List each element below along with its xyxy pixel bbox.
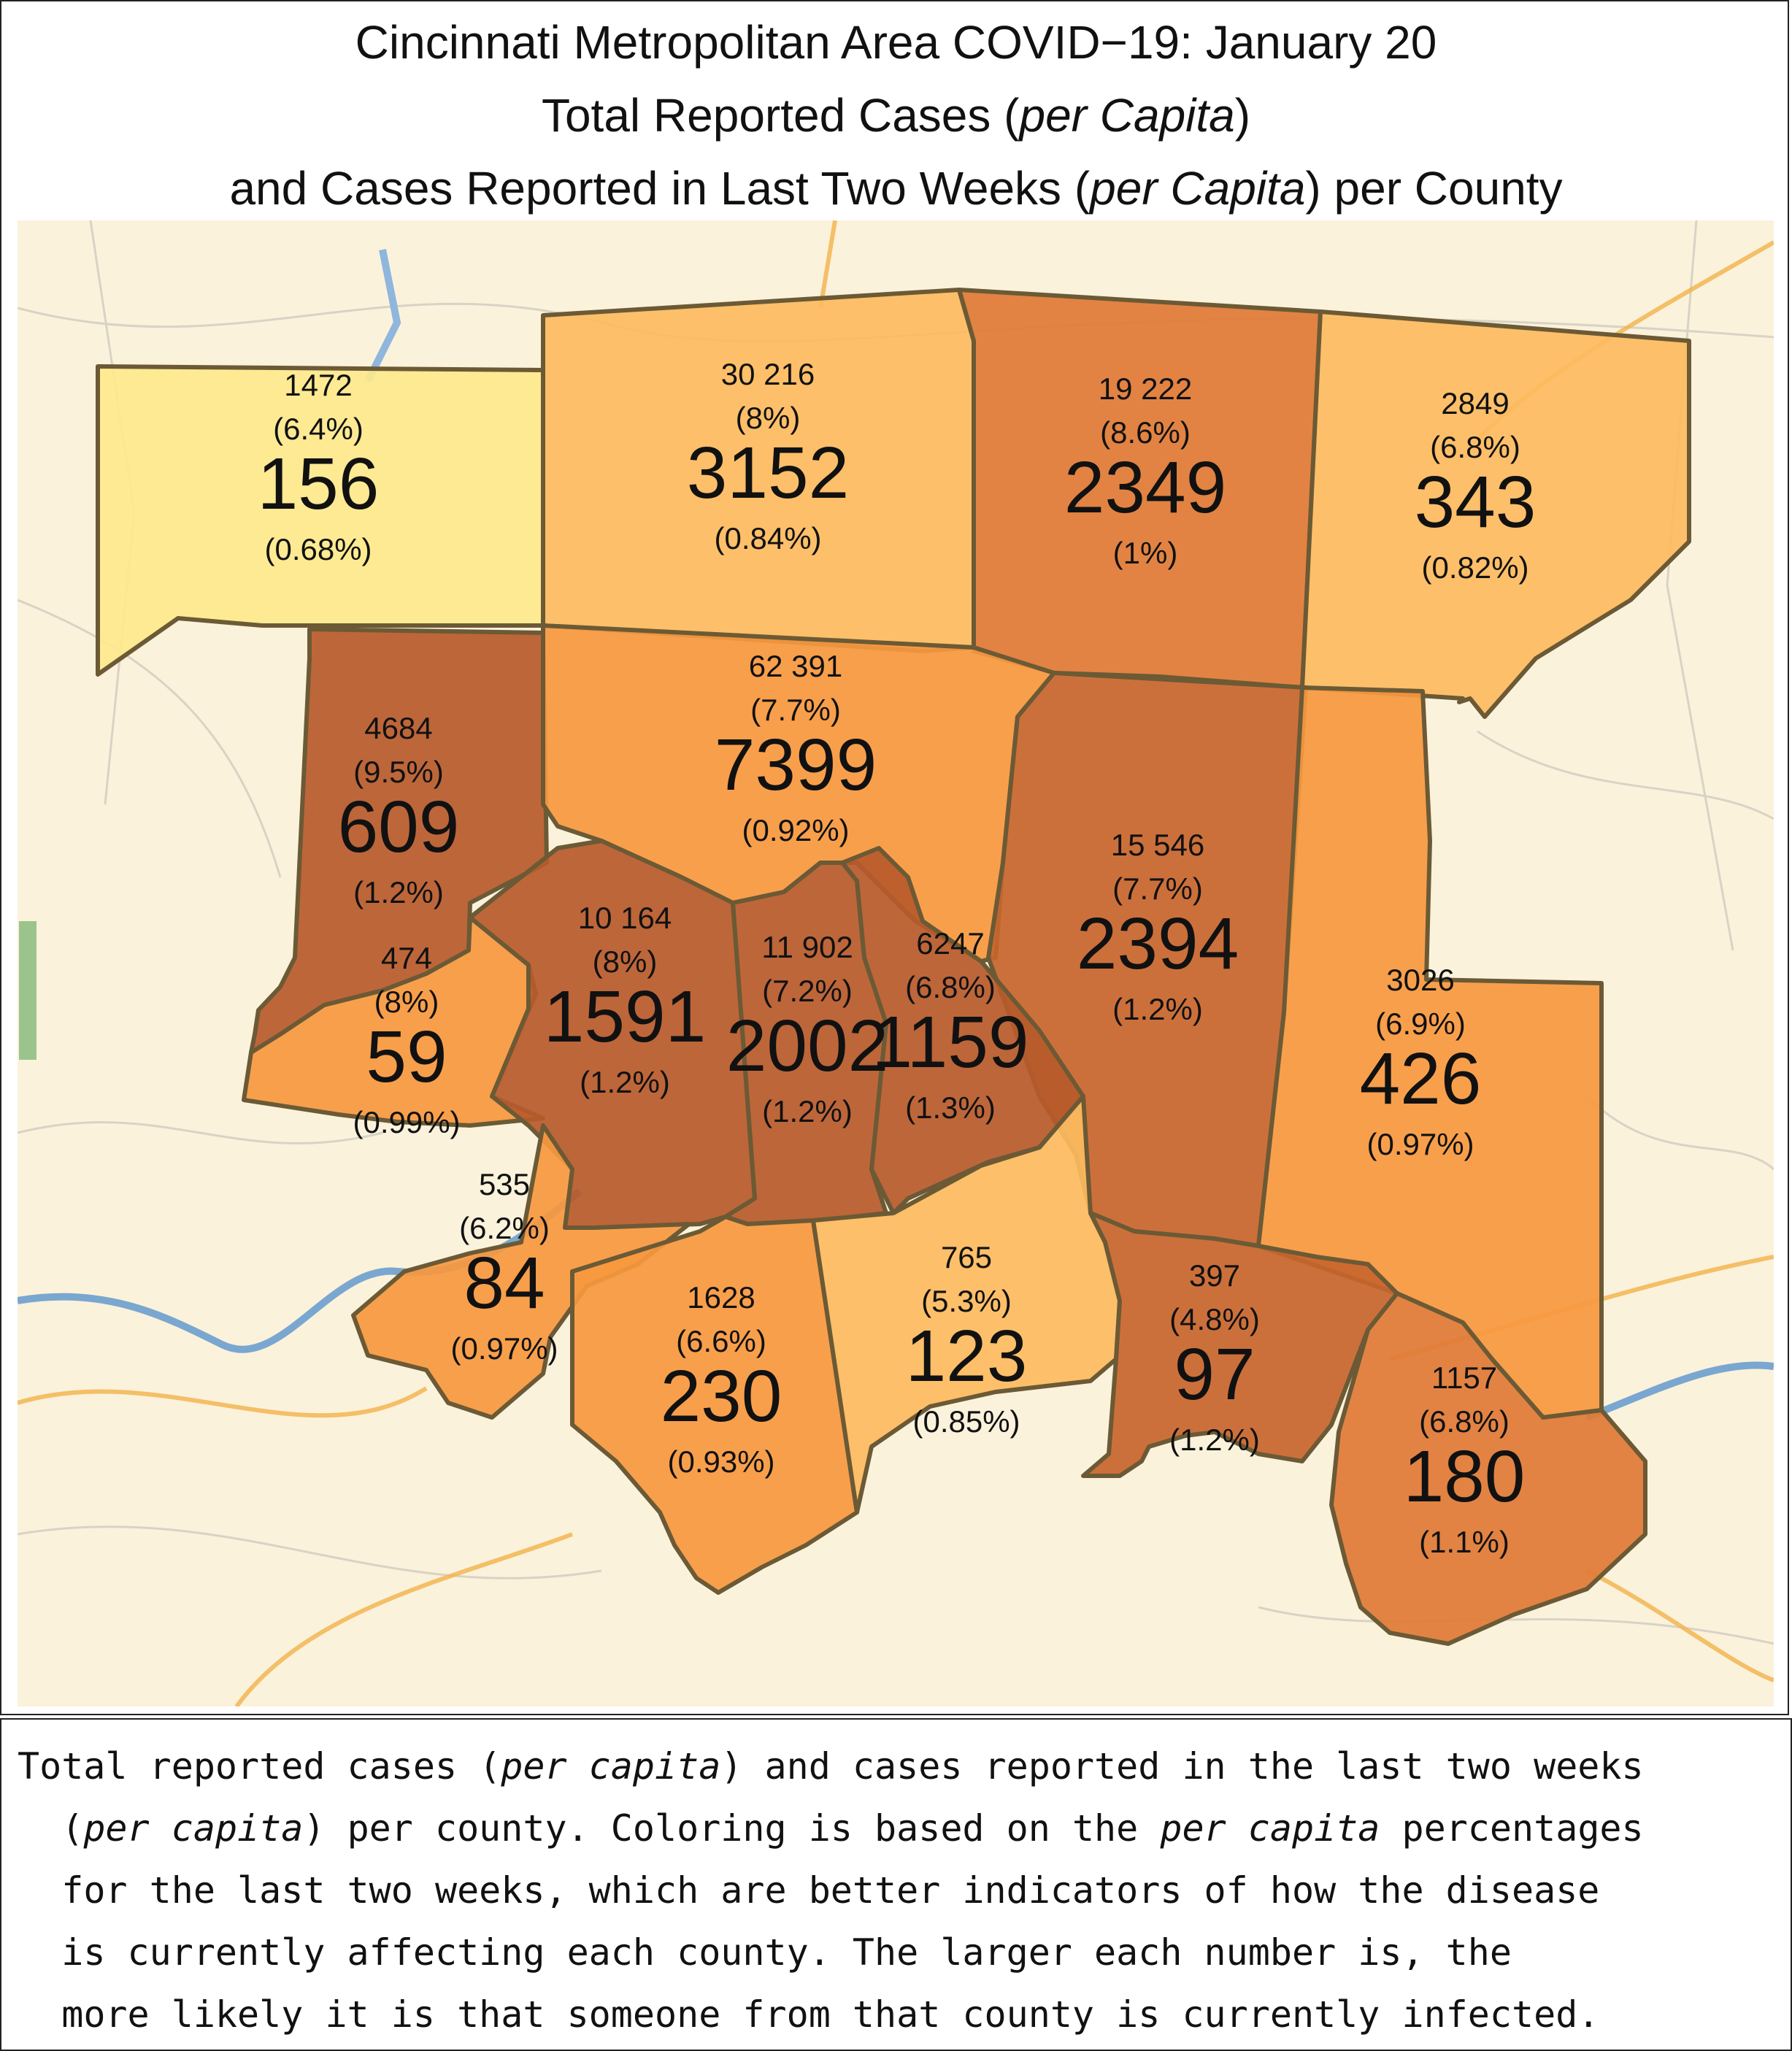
county-recent: 426 (1360, 1038, 1482, 1120)
county-map-svg: 1472(6.4%)156(0.68%)30 216(8%)3152(0.84%… (18, 220, 1774, 1706)
county-total-pct: (6.8%) (905, 970, 996, 1004)
county-total-pct: (7.7%) (750, 693, 841, 727)
county-recent-pct: (1.2%) (580, 1065, 670, 1099)
county-recent: 180 (1404, 1436, 1526, 1517)
county-recent: 2394 (1077, 903, 1239, 985)
county-total: 474 (381, 941, 432, 975)
title-line-1: Cincinnati Metropolitan Area COVID−19: J… (355, 16, 1437, 69)
county-recent-pct: (1.2%) (1112, 992, 1203, 1026)
map-title: Cincinnati Metropolitan Area COVID−19: J… (0, 6, 1792, 225)
county-total-pct: (6.9%) (1375, 1007, 1466, 1041)
county-recent: 3152 (687, 432, 849, 514)
county-recent-pct: (1.2%) (353, 875, 444, 909)
county-total-pct: (8%) (736, 401, 801, 435)
county-total-pct: (7.7%) (1112, 871, 1203, 906)
county-recent-pct: (1.1%) (1419, 1525, 1510, 1559)
county-recent: 156 (258, 443, 380, 525)
county-total: 535 (479, 1167, 530, 1201)
county-recent-pct: (1.3%) (905, 1090, 996, 1125)
county-recent: 2349 (1064, 447, 1226, 528)
county-total: 1157 (1431, 1361, 1497, 1395)
county-recent-pct: (0.97%) (450, 1331, 558, 1366)
county-recent-pct: (1.2%) (1169, 1423, 1260, 1457)
counties-layer (96, 288, 1691, 1646)
county-total: 10 164 (578, 901, 672, 935)
county-recent: 123 (906, 1315, 1028, 1397)
county-recent: 609 (338, 786, 460, 868)
county-total-pct: (6.4%) (273, 412, 364, 446)
title-line-3: and Cases Reported in Last Two Weeks (pe… (229, 162, 1563, 215)
caption-box: Total reported cases (per capita) and ca… (0, 1718, 1792, 2051)
river-east (1585, 1361, 1774, 1421)
county-shape-s5 (1329, 1291, 1647, 1646)
county-recent: 59 (366, 1016, 447, 1098)
county-total: 30 216 (721, 357, 815, 391)
county-recent: 343 (1415, 461, 1537, 543)
county-map: 1472 (6.4%) 156 (0.68%) 30 216 (8%) 3152 (0.84%… (18, 220, 1774, 1706)
county-total: 3026 (1386, 963, 1454, 997)
county-total: 19 222 (1099, 372, 1192, 406)
county-recent-pct: (0.68%) (264, 532, 372, 566)
county-total-pct: (6.8%) (1419, 1404, 1510, 1439)
county-recent-pct: (0.93%) (667, 1444, 774, 1479)
county-total: 4684 (364, 711, 432, 745)
county-total: 62 391 (749, 649, 842, 683)
county-total-pct: (8.6%) (1100, 415, 1191, 450)
county-total: 765 (941, 1240, 992, 1274)
county-recent: 2002 (726, 1005, 888, 1087)
county-total-pct: (6.2%) (459, 1211, 550, 1245)
county-total-pct: (4.8%) (1169, 1302, 1260, 1336)
county-shape-s4 (1081, 1211, 1399, 1478)
lake (364, 249, 401, 383)
county-recent-pct: (0.82%) (1421, 550, 1528, 585)
title-line-2: Total Reported Cases (per Capita) (541, 89, 1251, 142)
county-total-pct: (6.8%) (1430, 430, 1520, 464)
caption-text: Total reported cases (per capita) and ca… (18, 1745, 1644, 2036)
county-shape-s1 (351, 1123, 691, 1420)
county-total-pct: (6.6%) (676, 1324, 766, 1358)
county-total-pct: (9.5%) (353, 755, 444, 789)
county-total: 11 902 (761, 930, 853, 964)
county-shape-s2 (570, 1215, 859, 1595)
county-recent-pct: (1%) (1113, 536, 1178, 570)
county-recent-pct: (1.2%) (762, 1094, 853, 1128)
county-total: 15 546 (1111, 828, 1204, 862)
county-labels: 1472(6.4%)156(0.68%)30 216(8%)3152(0.84%… (258, 357, 1537, 1559)
county-recent-pct: (0.99%) (353, 1105, 460, 1139)
county-total: 6247 (916, 926, 984, 961)
county-total-pct: (7.2%) (762, 974, 853, 1008)
county-total: 1628 (687, 1280, 755, 1315)
county-recent-pct: (0.92%) (742, 813, 849, 847)
county-total-pct: (5.3%) (921, 1284, 1012, 1318)
county-total: 2849 (1441, 386, 1509, 420)
county-recent-pct: (0.97%) (1366, 1127, 1474, 1161)
county-recent: 97 (1174, 1334, 1255, 1415)
county-recent: 7399 (715, 724, 877, 806)
county-total-pct: (8%) (374, 985, 439, 1019)
county-recent: 84 (464, 1242, 545, 1324)
county-total-pct: (8%) (593, 944, 658, 979)
county-recent: 1159 (872, 1001, 1028, 1083)
park-area (19, 921, 36, 1060)
county-recent: 1591 (544, 976, 706, 1058)
county-recent-pct: (0.85%) (912, 1404, 1020, 1439)
county-total: 1472 (284, 368, 352, 402)
county-recent-pct: (0.84%) (714, 521, 821, 555)
county-total: 397 (1189, 1258, 1240, 1293)
county-recent: 230 (661, 1355, 782, 1437)
